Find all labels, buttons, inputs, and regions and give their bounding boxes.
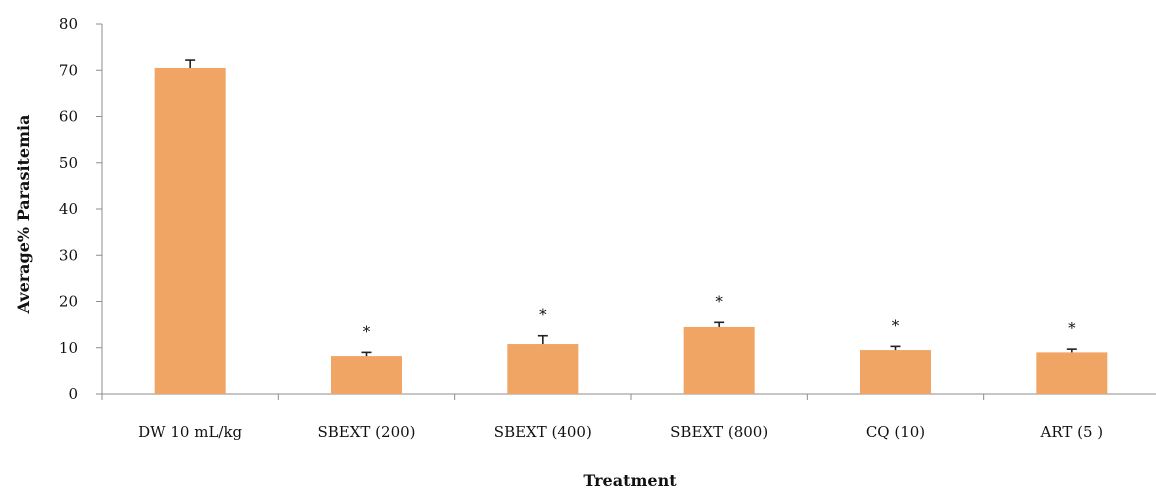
bar: [154, 67, 226, 394]
bar: [683, 326, 755, 394]
x-tick-label: SBEXT (200): [317, 423, 415, 441]
x-tick-label: SBEXT (800): [670, 423, 768, 441]
y-tick-label: 20: [59, 293, 78, 311]
significance-markers: * * * * *: [363, 292, 1076, 340]
y-axis-title: Average% Parasitemia: [14, 115, 33, 315]
bar: [1036, 352, 1108, 394]
bars-group: [154, 67, 1108, 394]
significance-star: *: [539, 306, 547, 324]
significance-star: *: [715, 292, 723, 310]
significance-star: *: [1068, 319, 1076, 337]
y-tick-label: 70: [59, 61, 78, 79]
bar: [507, 344, 579, 394]
y-tick-label: 0: [68, 385, 78, 403]
bar: [331, 356, 402, 394]
y-axis-ticks: 0 10 20 30 40 50 60 70 80: [59, 15, 102, 403]
significance-star: *: [892, 316, 900, 334]
y-tick-label: 40: [59, 200, 78, 218]
y-tick-label: 60: [59, 108, 78, 126]
x-tick-label: DW 10 mL/kg: [138, 423, 242, 441]
y-tick-label: 30: [59, 246, 78, 264]
x-axis-title: Treatment: [583, 471, 677, 490]
error-bars-group: [185, 59, 1077, 357]
x-tick-label: ART (5 ): [1040, 423, 1104, 441]
x-axis-ticks: DW 10 mL/kg SBEXT (200) SBEXT (400) SBEXT (…: [101, 394, 1104, 441]
x-tick-label: CQ (10): [866, 423, 925, 441]
significance-star: *: [363, 322, 371, 340]
bar: [860, 350, 931, 394]
y-tick-label: 10: [59, 339, 78, 357]
x-tick-label: SBEXT (400): [494, 423, 592, 441]
y-tick-label: 80: [59, 15, 78, 33]
y-tick-label: 50: [59, 154, 78, 172]
